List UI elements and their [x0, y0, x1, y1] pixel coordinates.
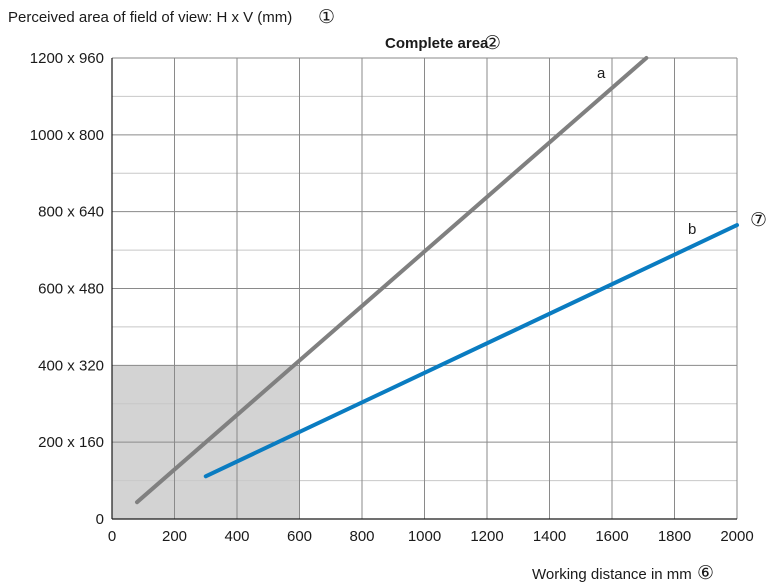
x-tick-labels: 0 200 400 600 800 1000 1200 1400 1600 1800 2000: [108, 528, 754, 545]
y-tick-label: 200 x 160: [38, 434, 104, 451]
y-tick-label: 1200 x 960: [30, 50, 104, 67]
x-tick-label: 1400: [533, 528, 566, 545]
x-tick-label: 400: [224, 528, 249, 545]
series-label-b: b: [688, 221, 696, 238]
highlight-marker: ②: [484, 32, 501, 54]
series-b-marker: ⑦: [750, 209, 767, 231]
y-axis-label: Perceived area of field of view: H x V (…: [8, 9, 292, 26]
y-tick-label: 1000 x 800: [30, 127, 104, 144]
major-gridlines: [111, 57, 738, 520]
x-tick-label: 0: [108, 528, 116, 545]
x-axis-label: Working distance in mm: [532, 566, 692, 583]
x-tick-label: 200: [162, 528, 187, 545]
series-line-b: [203, 223, 739, 479]
series-lines: [135, 56, 739, 505]
y-tick-label: 400 x 320: [38, 357, 104, 374]
x-tick-label: 1000: [408, 528, 441, 545]
x-tick-label: 1200: [470, 528, 503, 545]
y-tick-label: 800 x 640: [38, 204, 104, 221]
y-axis-marker: ①: [318, 6, 335, 28]
y-tick-label: 600 x 480: [38, 281, 104, 298]
highlight-label: Complete area: [385, 35, 489, 52]
x-tick-label: 2000: [720, 528, 753, 545]
x-axis-marker: ⑥: [697, 562, 714, 584]
series-label-a: a: [597, 65, 606, 82]
x-tick-label: 1600: [595, 528, 628, 545]
series-line-a: [135, 56, 649, 505]
x-tick-label: 800: [349, 528, 374, 545]
x-tick-label: 600: [287, 528, 312, 545]
y-tick-label: 0: [96, 511, 104, 528]
x-tick-label: 1800: [658, 528, 691, 545]
y-tick-labels: 0 200 x 160 400 x 320 600 x 480 800 x 640 100…: [30, 50, 104, 528]
